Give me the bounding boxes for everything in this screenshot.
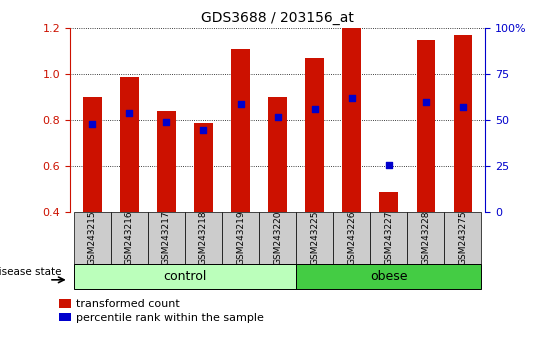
Text: obese: obese <box>370 270 407 282</box>
Text: GSM243228: GSM243228 <box>421 211 430 265</box>
Point <box>421 99 430 105</box>
Bar <box>157 111 176 212</box>
Bar <box>259 212 296 264</box>
Bar <box>370 212 407 264</box>
Point <box>459 105 467 110</box>
Title: GDS3688 / 203156_at: GDS3688 / 203156_at <box>201 11 354 24</box>
Point <box>348 96 356 101</box>
Point <box>162 119 171 125</box>
Text: GSM243215: GSM243215 <box>88 211 97 266</box>
Bar <box>120 77 139 212</box>
Bar <box>268 97 287 212</box>
Point <box>199 127 208 132</box>
Bar <box>296 212 333 264</box>
Text: GSM243217: GSM243217 <box>162 211 171 266</box>
Point <box>88 121 96 127</box>
Bar <box>306 58 324 212</box>
Bar <box>333 212 370 264</box>
Bar <box>185 212 222 264</box>
Bar <box>296 264 481 289</box>
Bar <box>342 28 361 212</box>
Text: control: control <box>163 270 206 282</box>
Bar <box>379 192 398 212</box>
Bar <box>111 212 148 264</box>
Text: GSM243216: GSM243216 <box>125 211 134 266</box>
Bar <box>74 212 111 264</box>
Point <box>273 114 282 120</box>
Text: GSM243227: GSM243227 <box>384 211 393 265</box>
Text: GSM243225: GSM243225 <box>310 211 319 265</box>
Point <box>384 162 393 167</box>
Bar <box>194 123 213 212</box>
Bar <box>454 35 472 212</box>
Point <box>125 110 134 116</box>
Bar <box>148 212 185 264</box>
Point <box>236 101 245 107</box>
Bar <box>83 97 101 212</box>
Bar <box>444 212 481 264</box>
Bar <box>417 40 435 212</box>
Text: GSM243218: GSM243218 <box>199 211 208 266</box>
Text: GSM243220: GSM243220 <box>273 211 282 265</box>
Bar <box>231 49 250 212</box>
Bar <box>407 212 444 264</box>
Text: GSM243275: GSM243275 <box>458 211 467 266</box>
Point <box>310 107 319 112</box>
Bar <box>74 264 296 289</box>
Text: GSM243226: GSM243226 <box>347 211 356 265</box>
Bar <box>222 212 259 264</box>
Text: GSM243219: GSM243219 <box>236 211 245 266</box>
Legend: transformed count, percentile rank within the sample: transformed count, percentile rank withi… <box>59 299 264 323</box>
Text: disease state: disease state <box>0 267 61 278</box>
